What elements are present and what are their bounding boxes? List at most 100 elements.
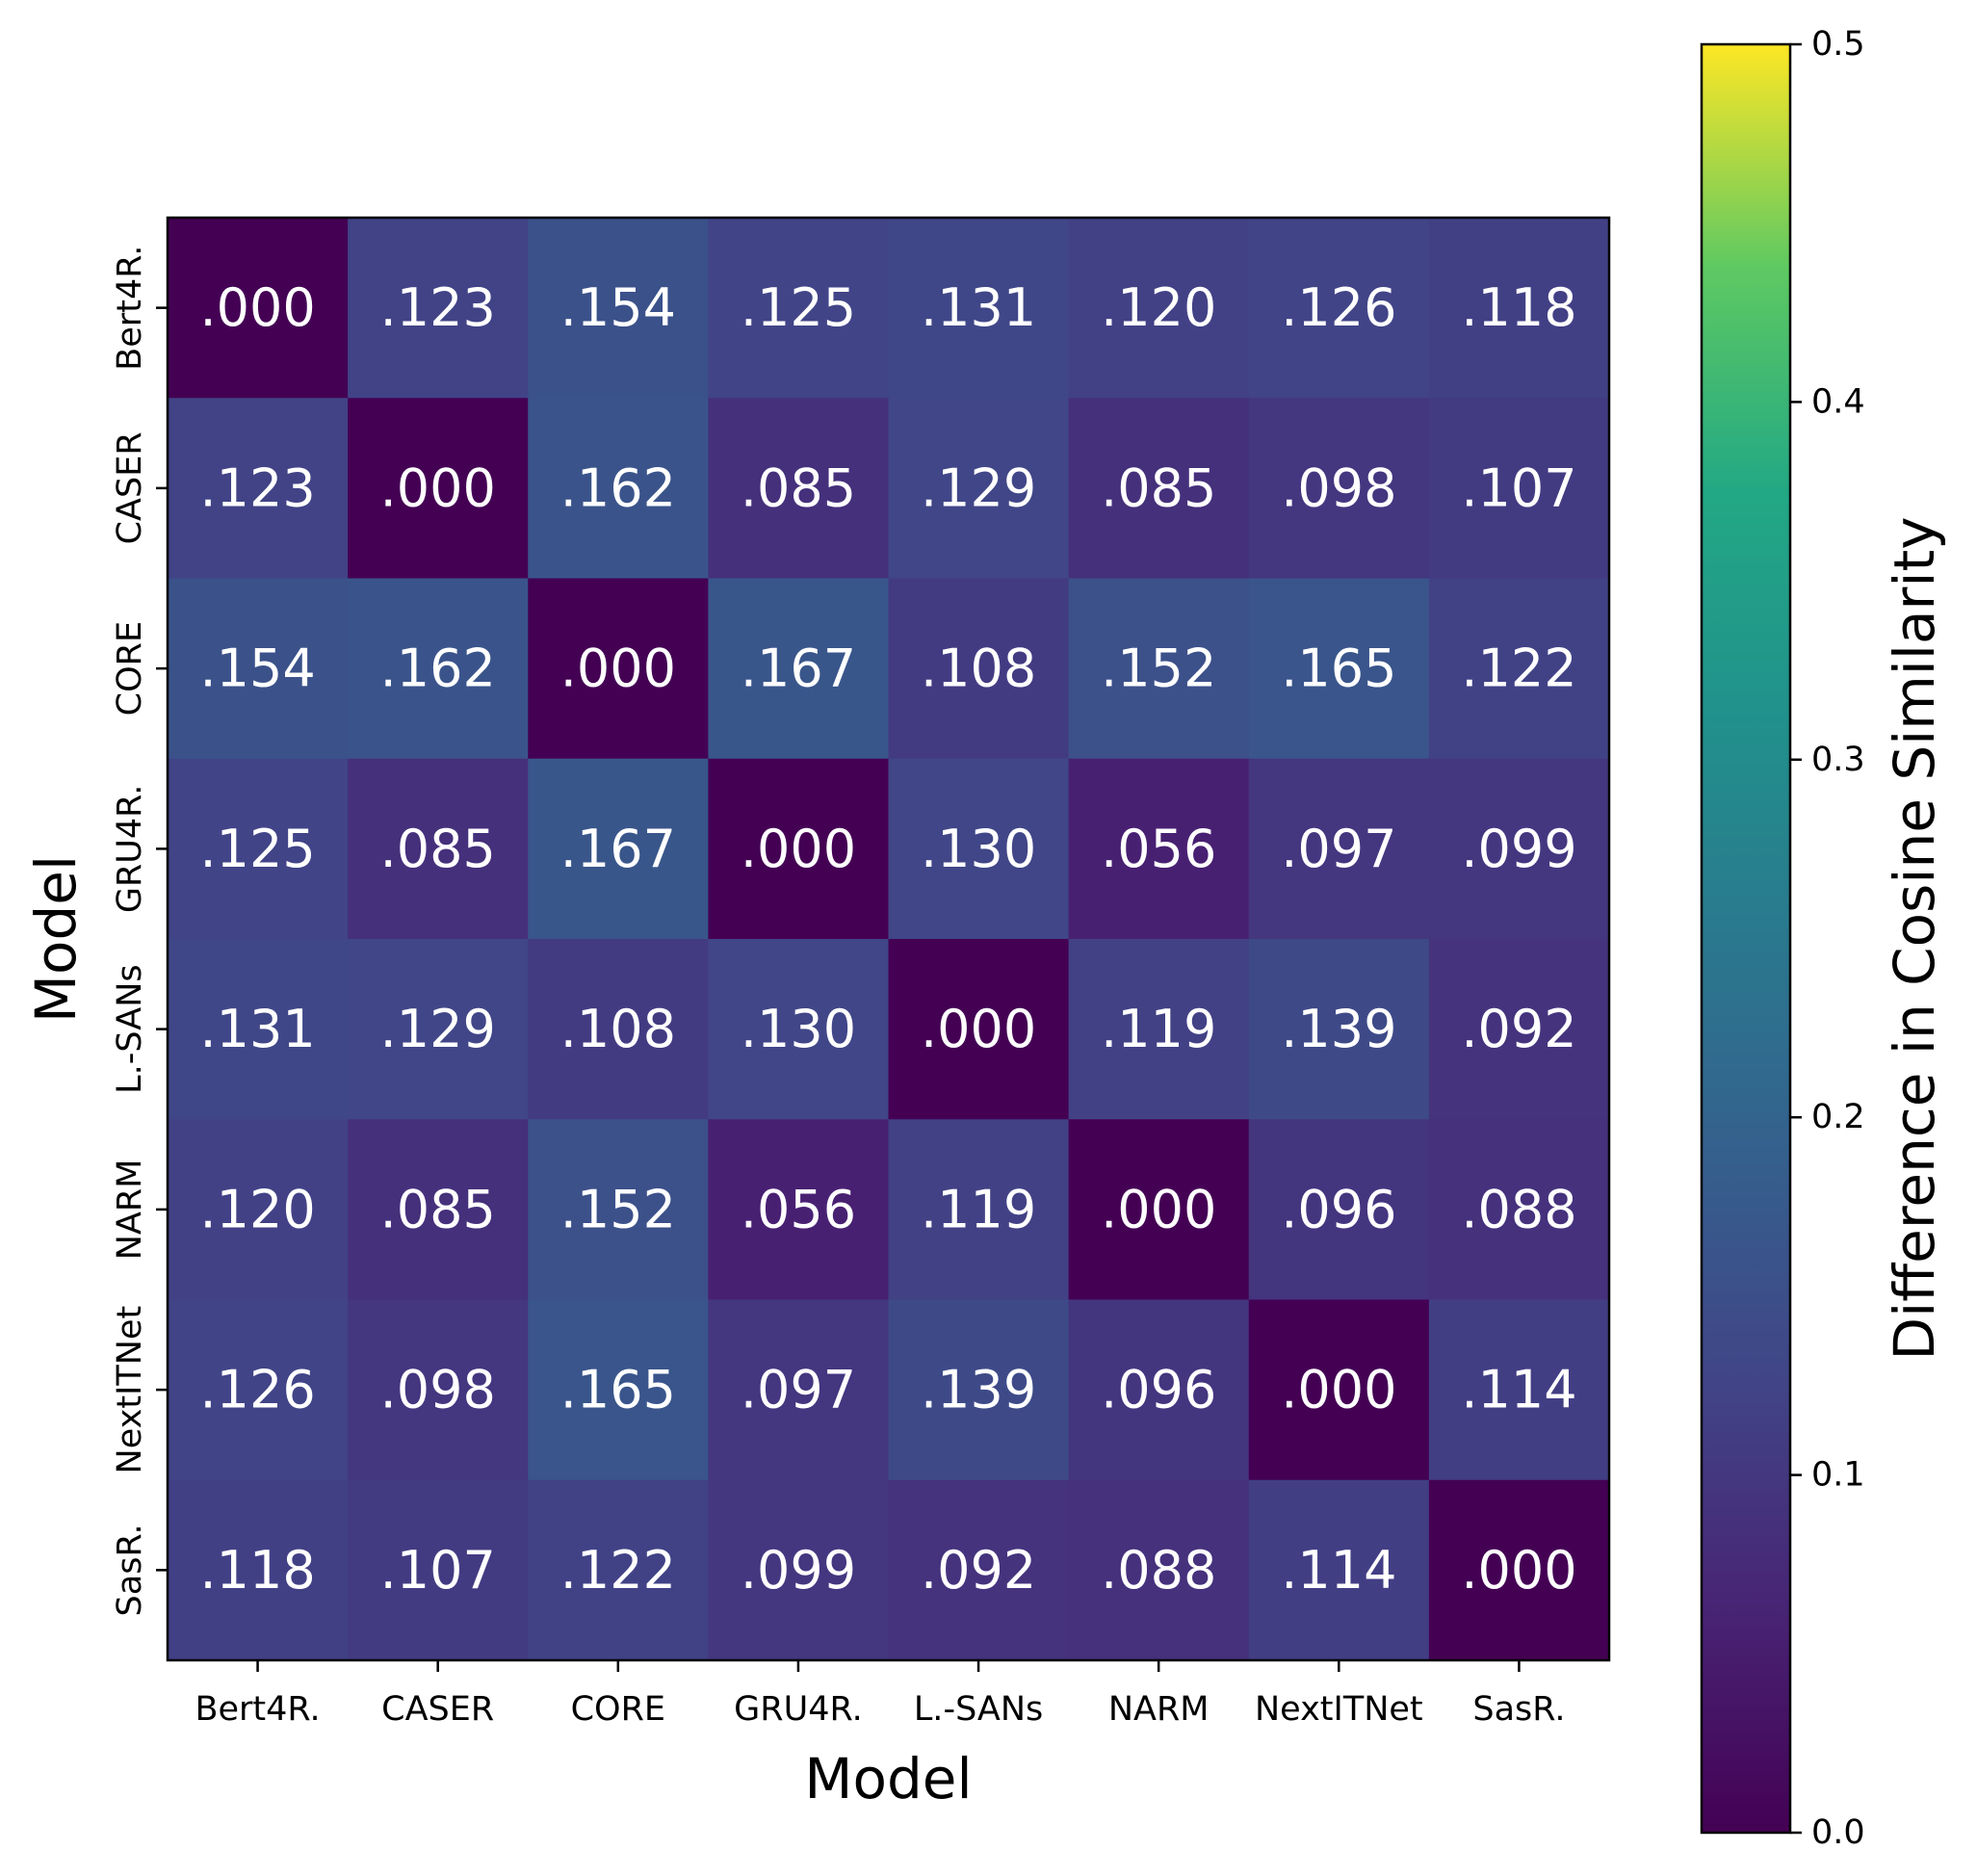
cell-value-label: .126 (199, 1360, 315, 1420)
cell-value-label: .119 (1101, 999, 1216, 1059)
heatmap-cell (708, 1119, 890, 1301)
heatmap-cell (888, 758, 1070, 940)
x-tick-label: L.-SANs (914, 1690, 1043, 1729)
cell-value-label: .085 (380, 819, 496, 879)
heatmap-cell (528, 1119, 709, 1301)
colorbar-title: Difference in Cosine Similarity (1882, 516, 1947, 1360)
heatmap-cell (528, 1479, 709, 1661)
heatmap-cell (528, 1299, 709, 1481)
heatmap-cell (888, 939, 1070, 1120)
heatmap-cell (528, 578, 709, 760)
cell-value-label: .096 (1101, 1360, 1216, 1420)
colorbar-tick-label: 0.2 (1811, 1098, 1865, 1136)
heatmap-cell (348, 758, 529, 940)
heatmap-cell (1428, 1479, 1610, 1661)
colorbar (1700, 42, 1792, 1835)
heatmap-cell (1248, 1299, 1430, 1481)
cell-value-label: .162 (560, 457, 676, 518)
heatmap-cell (708, 758, 890, 940)
cell-value-label: .120 (1101, 277, 1216, 338)
heatmap-cell (348, 1119, 529, 1301)
cell-value-label: .118 (1461, 277, 1576, 338)
colorbar-tick-label: 0.3 (1811, 741, 1865, 779)
heatmap-cell (1428, 218, 1610, 399)
heatmap-cell (1248, 758, 1430, 940)
heatmap-cell (888, 578, 1070, 760)
y-tick-label: L.-SANs (111, 964, 149, 1093)
cell-value-label: .085 (741, 457, 856, 518)
cell-value-label: .000 (921, 999, 1036, 1059)
cell-value-label: .118 (199, 1540, 315, 1601)
cell-value-label: .120 (199, 1179, 315, 1239)
heatmap-cell (1248, 939, 1430, 1120)
y-tick-label: GRU4R. (111, 785, 149, 914)
cell-value-label: .126 (1281, 277, 1396, 338)
cell-value-label: .097 (741, 1360, 856, 1420)
heatmap-cell (348, 1479, 529, 1661)
y-tick-label: SasR. (111, 1524, 149, 1616)
heatmap-cell (1068, 758, 1250, 940)
cell-value-label: .097 (1281, 819, 1396, 879)
y-tick-label: Bert4R. (111, 246, 149, 371)
colorbar-tick-label: 0.4 (1811, 382, 1865, 421)
cell-value-label: .131 (199, 999, 315, 1059)
colorbar-tick-label: 0.0 (1811, 1813, 1865, 1852)
heatmap-cell (1248, 578, 1430, 760)
cell-value-label: .088 (1101, 1540, 1216, 1601)
cell-value-label: .129 (921, 457, 1036, 518)
cell-value-label: .165 (1281, 638, 1396, 699)
colorbar-ticks: 0.0 0.1 0.2 0.3 0.4 0.5 (1790, 25, 1865, 1852)
cell-value-label: .107 (1461, 457, 1576, 518)
heatmap-cell (168, 578, 349, 760)
colorbar-gradient (1700, 42, 1792, 1835)
cell-value-label: .000 (199, 277, 315, 338)
cell-value-label: .122 (560, 1540, 676, 1601)
heatmap-cell (1428, 1119, 1610, 1301)
cell-value-label: .000 (741, 819, 856, 879)
cell-value-label: .000 (1281, 1360, 1396, 1420)
heatmap-cell (528, 218, 709, 399)
heatmap-cell (708, 398, 890, 580)
heatmap-cell (168, 1119, 349, 1301)
heatmap-cell (168, 218, 349, 399)
cell-value-label: .152 (560, 1179, 676, 1239)
x-tick-label: SasR. (1472, 1690, 1565, 1729)
x-tick-label: CASER (381, 1690, 494, 1729)
heatmap-cell (1428, 1299, 1610, 1481)
cell-value-label: .125 (741, 277, 856, 338)
heatmap-cell (348, 939, 529, 1120)
cell-value-label: .154 (199, 638, 315, 699)
heatmap-cell (1068, 1119, 1250, 1301)
heatmap-cell (708, 218, 890, 399)
heatmap-cell (1068, 1299, 1250, 1481)
colorbar-tick-label: 0.5 (1811, 25, 1865, 64)
heatmap-cell (168, 398, 349, 580)
heatmap-cell (528, 398, 709, 580)
heatmap-cell (888, 218, 1070, 399)
heatmap-cell (708, 578, 890, 760)
cell-value-label: .108 (560, 999, 676, 1059)
heatmap-cell (168, 1479, 349, 1661)
cell-value-label: .000 (560, 638, 676, 699)
cell-value-label: .098 (1281, 457, 1396, 518)
heatmap-cell (348, 578, 529, 760)
heatmap-cell (348, 398, 529, 580)
cell-value-label: .099 (741, 1540, 856, 1601)
heatmap-cell (888, 1479, 1070, 1661)
cell-value-label: .000 (380, 457, 496, 518)
heatmap-cell (528, 758, 709, 940)
heatmap-cell (348, 218, 529, 399)
heatmap-cell (1428, 939, 1610, 1120)
cell-value-label: .167 (741, 638, 856, 699)
x-axis-title: Model (804, 1746, 972, 1811)
heatmap-cell (528, 939, 709, 1120)
heatmap-cell (1428, 398, 1610, 580)
heatmap-cell (1068, 939, 1250, 1120)
cell-value-label: .154 (560, 277, 676, 338)
heatmap-cell (1428, 758, 1610, 940)
cell-value-label: .099 (1461, 819, 1576, 879)
x-tick-label: CORE (571, 1690, 665, 1729)
cell-value-label: .119 (921, 1179, 1036, 1239)
x-tick-label: NextITNet (1255, 1690, 1423, 1729)
heatmap-cell (1068, 398, 1250, 580)
